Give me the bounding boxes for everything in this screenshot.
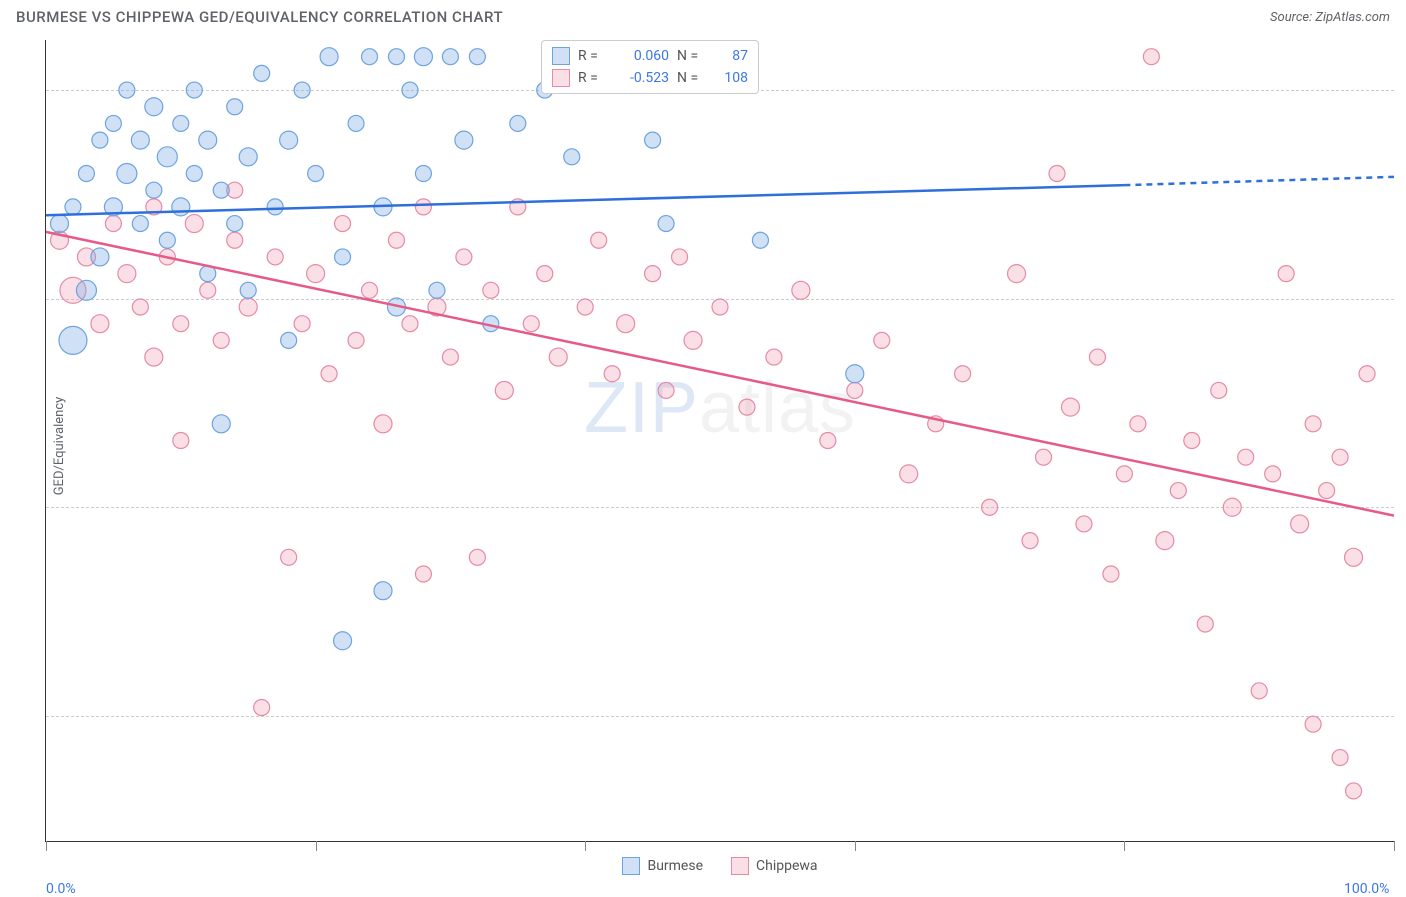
legend-r-value-2: -0.523 bbox=[614, 67, 669, 89]
legend-n-label: N = bbox=[677, 45, 705, 67]
legend-r-label: R = bbox=[578, 67, 606, 89]
swatch-burmese-icon bbox=[552, 47, 570, 65]
swatch-chippewa-icon bbox=[552, 69, 570, 87]
swatch-burmese-icon bbox=[622, 857, 640, 875]
swatch-chippewa-icon bbox=[731, 857, 749, 875]
legend-n-label: N = bbox=[677, 67, 705, 89]
legend-label-chippewa: Chippewa bbox=[756, 858, 818, 874]
source-attribution: Source: ZipAtlas.com bbox=[1270, 10, 1390, 25]
legend-n-value-2: 108 bbox=[713, 67, 748, 89]
scatter-svg bbox=[46, 40, 1394, 841]
correlation-legend: R = 0.060 N = 87 R = -0.523 N = 108 bbox=[541, 40, 759, 94]
x-tick bbox=[855, 841, 856, 851]
plot-area: ZIPatlas R = 0.060 N = 87 R = -0.523 N =… bbox=[45, 40, 1394, 842]
legend-n-value-1: 87 bbox=[713, 45, 748, 67]
legend-r-label: R = bbox=[578, 45, 606, 67]
series-legend: Burmese Chippewa bbox=[46, 857, 1394, 875]
x-tick-label: 100.0% bbox=[1344, 881, 1389, 897]
x-tick bbox=[585, 841, 586, 851]
legend-item-burmese: Burmese bbox=[622, 857, 703, 875]
x-tick-label: 0.0% bbox=[46, 881, 76, 897]
x-tick bbox=[1394, 841, 1395, 851]
legend-label-burmese: Burmese bbox=[647, 858, 703, 874]
legend-row-burmese: R = 0.060 N = 87 bbox=[552, 45, 748, 67]
legend-r-value-1: 0.060 bbox=[614, 45, 669, 67]
chart-title: BURMESE VS CHIPPEWA GED/EQUIVALENCY CORR… bbox=[16, 8, 503, 26]
x-tick bbox=[316, 841, 317, 851]
x-tick bbox=[1124, 841, 1125, 851]
legend-item-chippewa: Chippewa bbox=[731, 857, 818, 875]
chart-container: ZIPatlas R = 0.060 N = 87 R = -0.523 N =… bbox=[45, 40, 1394, 842]
legend-row-chippewa: R = -0.523 N = 108 bbox=[552, 67, 748, 89]
x-tick bbox=[46, 841, 47, 851]
